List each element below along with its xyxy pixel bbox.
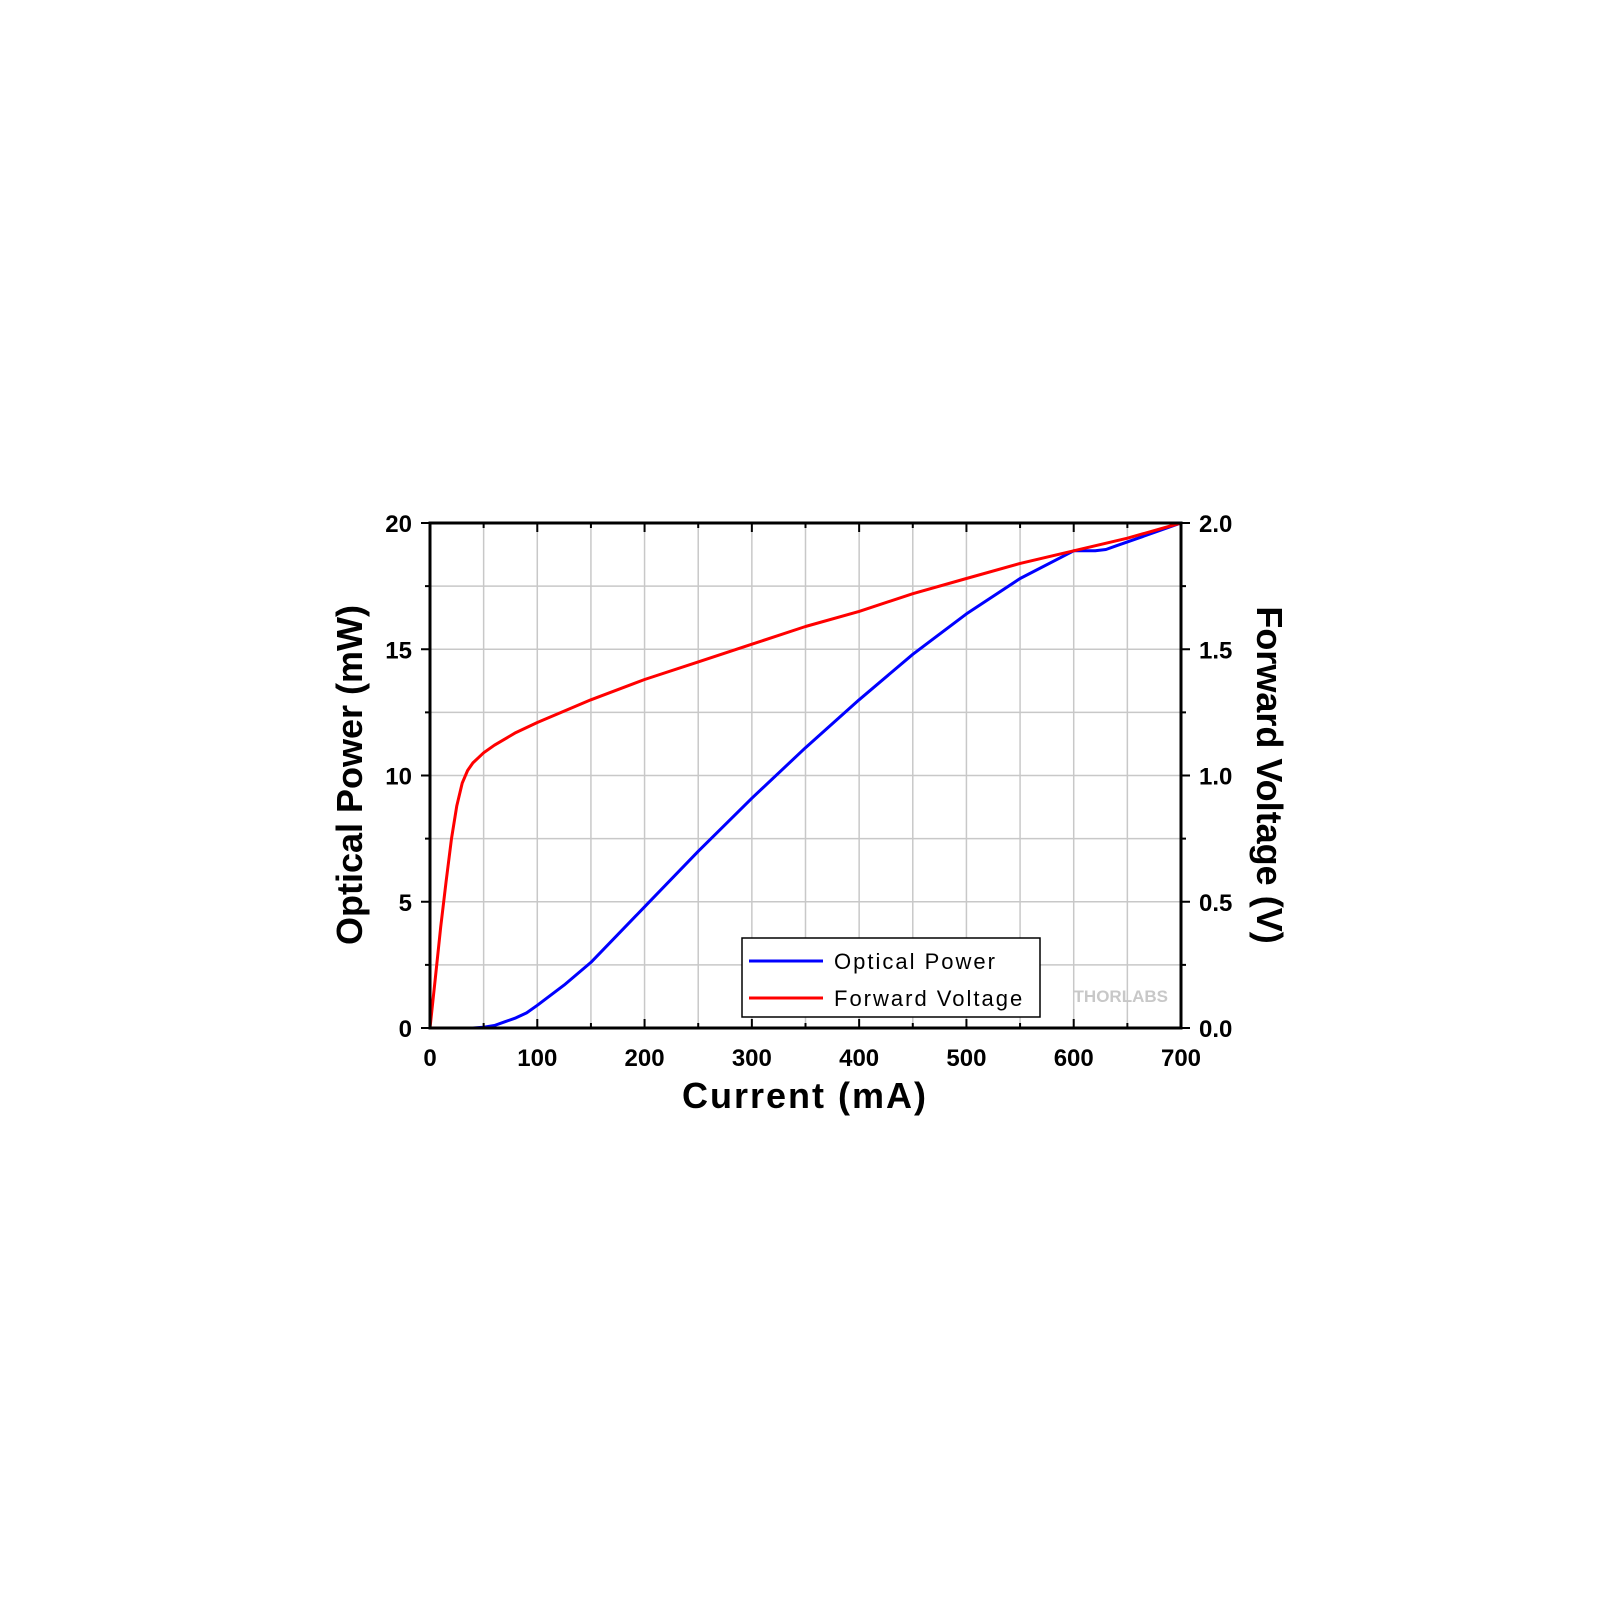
y2-tick-label: 1.0 <box>1199 764 1232 791</box>
y2-tick-label: 1.5 <box>1199 637 1232 664</box>
y2-tick-label: 0.0 <box>1199 1016 1232 1043</box>
y-tick-label: 5 <box>399 890 412 917</box>
y2-tick-label: 2.0 <box>1199 511 1232 538</box>
x-tick-label: 500 <box>946 1045 986 1072</box>
legend-label-forward-voltage: Forward Voltage <box>834 986 1024 1011</box>
legend: Optical Power Forward Voltage <box>741 937 1041 1018</box>
y2-tick-label: 0.5 <box>1199 890 1232 917</box>
series-line-forward-voltage <box>428 521 1183 1030</box>
y-axis-title: Optical Power (mW) <box>329 605 370 945</box>
x-tick-label: 600 <box>1054 1045 1094 1072</box>
y2-axis-title: Forward Voltage (V) <box>1249 606 1290 943</box>
x-tick-label: 0 <box>423 1045 436 1072</box>
x-tick-label: 200 <box>625 1045 665 1072</box>
x-tick-label: 700 <box>1161 1045 1201 1072</box>
y-tick-label: 15 <box>385 637 412 664</box>
legend-label-optical-power: Optical Power <box>834 949 997 974</box>
watermark-logo: THORLABS <box>1074 987 1168 1006</box>
tick-labels: 0 100 200 300 400 500 600 700 0 5 10 15 20 0.0 0.5 1.0 1… <box>385 511 1232 1072</box>
x-tick-label: 400 <box>839 1045 879 1072</box>
y-tick-label: 0 <box>399 1016 412 1043</box>
series-group <box>428 521 1183 1030</box>
ticks <box>421 522 1190 1029</box>
x-axis-title: Current (mA) <box>682 1075 928 1116</box>
x-tick-label: 100 <box>517 1045 557 1072</box>
legend-box <box>741 937 1041 1018</box>
series-line-optical-power <box>471 521 1183 1030</box>
x-tick-label: 300 <box>732 1045 772 1072</box>
y-tick-label: 10 <box>385 764 412 791</box>
y-tick-label: 20 <box>385 511 412 538</box>
